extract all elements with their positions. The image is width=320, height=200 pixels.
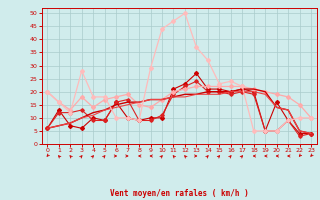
Text: Vent moyen/en rafales ( km/h ): Vent moyen/en rafales ( km/h ) xyxy=(110,189,249,198)
